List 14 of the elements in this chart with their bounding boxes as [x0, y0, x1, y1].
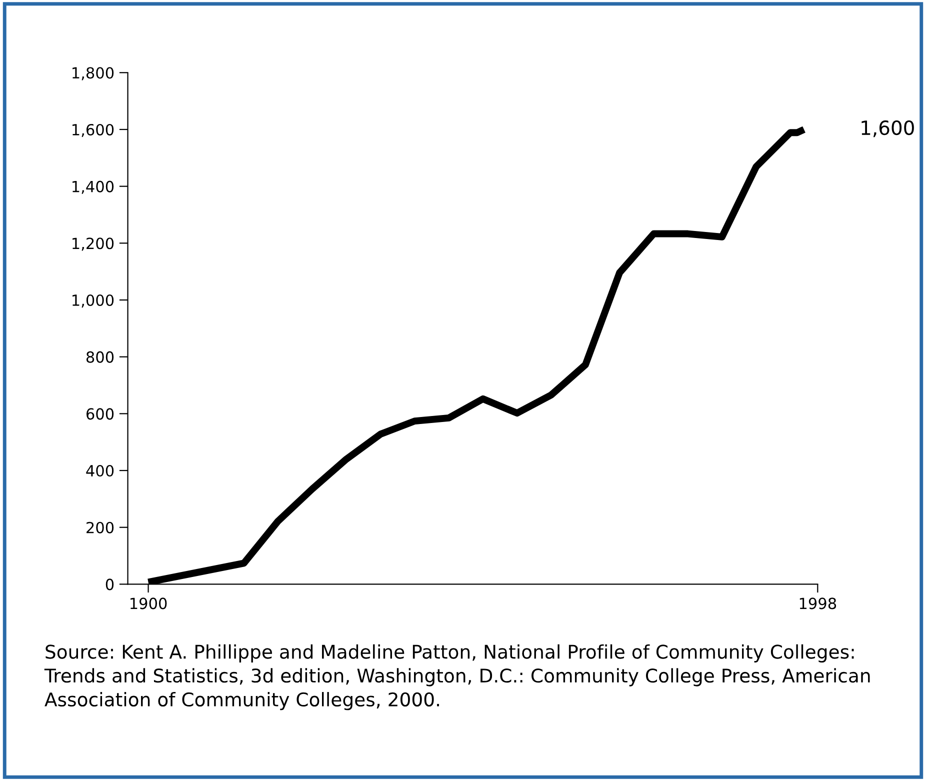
source-note: Source: Kent A. Phillippe and Madeline Patton, National Profile of Community Colleges: Trends and Statistics, 3d edition, Washington, D.C.: Community College Press, American Association of Community Colleges, 2000.	[44, 644, 870, 710]
y-tick-label: 200	[86, 522, 114, 534]
y-tick-label: 400	[86, 464, 114, 477]
annotation: 1,600	[862, 120, 914, 138]
y-tick-label: 800	[86, 351, 114, 363]
y-tick-label: 1,000	[72, 294, 114, 308]
y-tick-label: 1,600	[72, 124, 114, 138]
y-tick-label: 1,800	[72, 67, 114, 80]
y-tick-label: 1,400	[72, 180, 114, 194]
y-tick-label: 600	[86, 408, 114, 420]
y-tick-label: 1,200	[72, 238, 114, 251]
x-tick-label: 1900	[130, 598, 167, 610]
y-tick-label: 0	[106, 578, 114, 590]
x-tick-label: 1998	[800, 598, 836, 610]
